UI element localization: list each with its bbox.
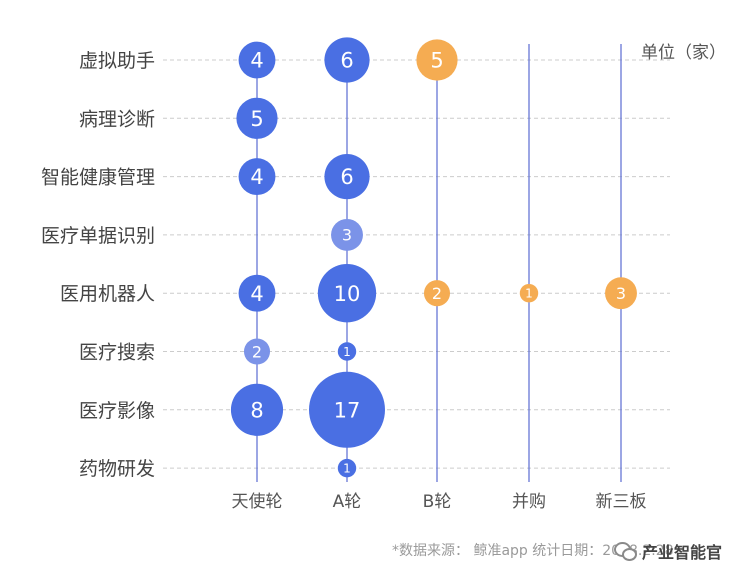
- bubble-label: 1: [343, 461, 351, 475]
- bubble: [238, 158, 276, 196]
- column-label: 天使轮: [232, 491, 283, 512]
- bubble: [243, 338, 271, 365]
- bubble-label: 3: [342, 226, 352, 245]
- column-label: A轮: [333, 492, 362, 512]
- row-label: 智能健康管理: [41, 167, 155, 189]
- bubble-label: 4: [250, 49, 263, 73]
- row-label: 医疗影像: [79, 400, 155, 422]
- row-label: 药物研发: [79, 458, 155, 480]
- source-note: *数据来源： 鲸准app 统计日期：2018.2.28: [392, 543, 674, 559]
- bubble: [416, 39, 458, 81]
- row-label: 医疗单据识别: [41, 225, 155, 247]
- column-label: 并购: [512, 492, 546, 512]
- bubble-label: 4: [250, 282, 263, 306]
- bubble-label: 8: [250, 398, 263, 422]
- bubble: [423, 280, 451, 307]
- bubble-label: 10: [334, 282, 361, 306]
- bubble: [605, 277, 637, 310]
- bubble-label: 4: [250, 165, 263, 189]
- bubble-label: 6: [340, 165, 353, 189]
- wechat-icon: [614, 542, 637, 561]
- bubble: [324, 37, 370, 83]
- bubble: [238, 274, 276, 312]
- bubble-label: 2: [252, 342, 262, 361]
- bubble-label: 1: [525, 287, 533, 301]
- bubble: [519, 283, 539, 303]
- column-label: 新三板: [596, 492, 647, 512]
- bubble: [317, 264, 377, 323]
- bubble-label: 6: [340, 49, 353, 73]
- bubble: [324, 154, 370, 200]
- bubble-label: 5: [250, 107, 263, 131]
- bubble: [309, 371, 385, 448]
- bubble: [337, 458, 357, 478]
- bubble: [230, 383, 284, 436]
- bubble-label: 3: [616, 284, 626, 303]
- watermark-text: 产业智能官: [642, 543, 723, 562]
- watermark: 产业智能官: [614, 540, 744, 562]
- row-label: 虚拟助手: [79, 50, 155, 72]
- bubble-label: 17: [334, 398, 361, 422]
- bubble: [236, 97, 278, 139]
- bubble: [238, 41, 276, 79]
- column-label: B轮: [423, 492, 452, 512]
- row-label: 医疗搜索: [79, 342, 155, 364]
- unit-label: 单位（家）: [641, 43, 726, 63]
- bubble-label: 5: [430, 49, 443, 73]
- bubble: [331, 218, 363, 251]
- bubble: [337, 342, 357, 361]
- row-label: 医用机器人: [60, 283, 155, 305]
- bubble-label: 1: [343, 345, 351, 359]
- row-label: 病理诊断: [79, 108, 155, 130]
- bubble-label: 2: [432, 284, 442, 303]
